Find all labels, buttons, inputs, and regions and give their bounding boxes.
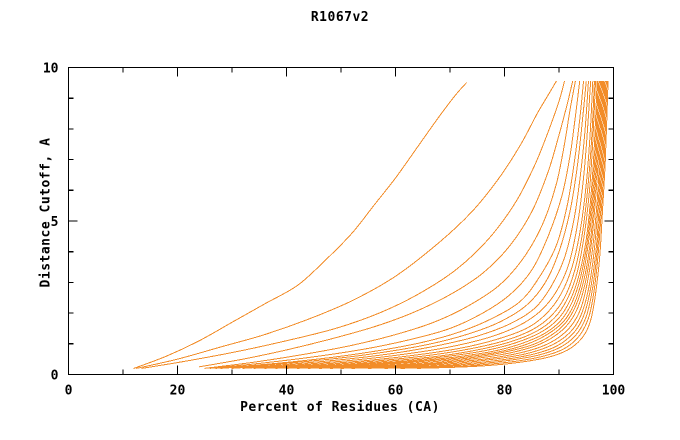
series-line: [384, 80, 607, 369]
series-line: [296, 80, 599, 369]
series-line: [209, 80, 581, 369]
series-line: [231, 80, 589, 369]
x-tick-label: 80: [497, 384, 513, 399]
series-line: [198, 80, 574, 368]
series-line: [215, 80, 585, 369]
series-line: [307, 80, 600, 369]
series-line: [136, 80, 557, 369]
chart-title: R1067v2: [310, 10, 370, 25]
series-line: [329, 80, 603, 369]
x-tick-label: 60: [388, 384, 404, 399]
x-tick-label: 100: [602, 384, 626, 399]
series-line: [367, 80, 606, 369]
series-line: [318, 80, 601, 369]
series-line: [141, 80, 565, 369]
series-line: [351, 80, 605, 369]
series-line: [340, 80, 604, 369]
y-tick-label: 10: [43, 62, 59, 77]
tick-labels: 0 20 40 60 80 100 0 5 10: [43, 62, 626, 399]
series-group: [133, 80, 609, 369]
y-tick-label: 5: [51, 215, 59, 230]
series-line: [220, 80, 587, 369]
axis-frame: [67, 66, 615, 376]
series-line: [416, 80, 609, 369]
series-line: [242, 80, 592, 369]
series-line: [204, 80, 576, 369]
plot-frame: [67, 66, 615, 376]
series-line: [133, 82, 467, 369]
y-tick-label: 0: [51, 369, 59, 384]
series-line: [253, 80, 594, 369]
series-line: [286, 80, 598, 369]
series-line: [400, 80, 608, 369]
x-tick-label: 40: [279, 384, 295, 399]
series-line: [264, 80, 595, 369]
x-tick-label: 0: [65, 384, 73, 399]
x-tick-label: 20: [170, 384, 186, 399]
x-axis-label: Percent of Residues (CA): [240, 400, 440, 415]
series-line: [275, 80, 597, 369]
